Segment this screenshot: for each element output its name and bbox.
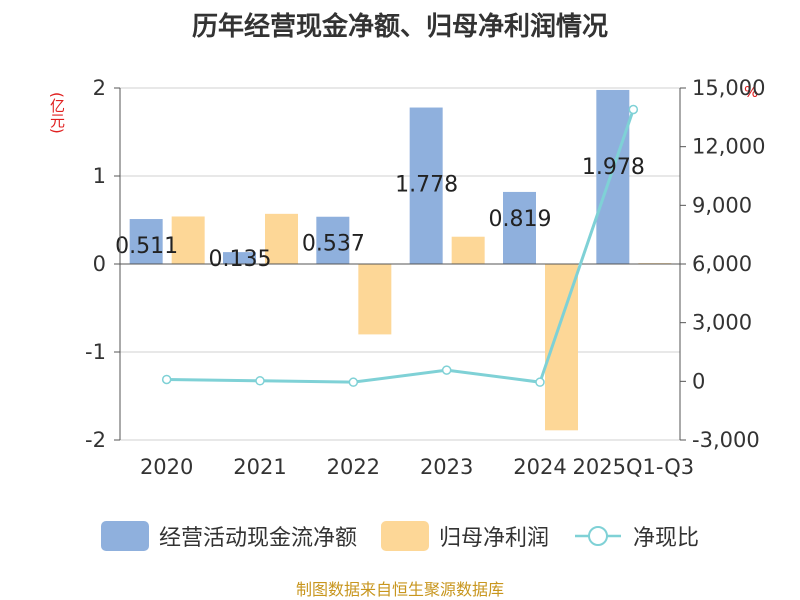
legend-item-ratio[interactable]: 净现比	[573, 520, 699, 552]
legend-swatch-profit	[380, 521, 429, 551]
data-label-cash: 0.819	[489, 207, 552, 232]
data-label-cash: 1.778	[395, 173, 458, 198]
ratio-point	[628, 104, 639, 115]
x-tick-label: 2024	[513, 455, 566, 479]
bar-cash	[503, 191, 536, 264]
right-tick-label: 6,000	[692, 252, 752, 276]
legend-item-cash[interactable]: 经营活动现金流净额	[100, 520, 357, 552]
bar-profit	[265, 213, 298, 264]
left-tick-label: -2	[85, 428, 106, 452]
legend-ratio-marker	[588, 526, 608, 546]
data-label-cash: 0.537	[302, 232, 365, 257]
right-axis-unit: %	[744, 83, 759, 101]
x-tick-label: 2025Q1-Q3	[573, 455, 695, 479]
right-tick-label: -3,000	[692, 428, 760, 452]
ratio-point	[535, 377, 545, 387]
legend-label-ratio: 净现比	[633, 526, 700, 551]
x-tick-label: 2022	[327, 455, 380, 479]
ratio-point	[161, 374, 172, 385]
legend-label-cash: 经营活动现金流净额	[158, 526, 357, 551]
bar-cash	[223, 252, 256, 264]
left-tick-label: -1	[85, 340, 106, 364]
left-axis-unit: (亿元)	[48, 92, 66, 134]
legend-label-profit: 归母净利润	[438, 526, 549, 551]
left-tick-label: 2	[93, 76, 106, 100]
x-tick-label: 2020	[140, 455, 193, 479]
data-label-cash: 0.135	[209, 247, 272, 272]
right-tick-label: 9,000	[692, 193, 752, 217]
right-tick-label: 12,000	[692, 135, 765, 159]
ratio-point	[255, 376, 265, 386]
bar-profit	[358, 264, 392, 335]
chart-title: 历年经营现金净额、归母净利润情况	[191, 12, 608, 42]
left-tick-label: 1	[93, 164, 106, 188]
legend-swatch-ratio	[575, 526, 621, 546]
right-tick-label: 3,000	[692, 311, 752, 335]
legend-swatch-cash	[100, 521, 149, 551]
bar-profit	[451, 236, 485, 264]
x-tick-label: 2023	[420, 455, 473, 479]
bar-cash	[316, 216, 350, 264]
legend-item-profit[interactable]: 归母净利润	[380, 520, 549, 552]
left-tick-label: 0	[93, 252, 106, 276]
source-note: 制图数据来自恒生聚源数据库	[295, 580, 504, 599]
right-tick-label: 0	[692, 369, 705, 393]
right-tick-label: 15,000	[692, 76, 765, 100]
ratio-point	[348, 377, 359, 387]
data-label-cash: 1.978	[582, 155, 645, 180]
ratio-point	[441, 365, 452, 375]
bar-cash	[409, 107, 443, 264]
legend: 经营活动现金流净额 归母净利润 净现比	[0, 516, 800, 556]
bar-cash	[129, 219, 163, 264]
ratio-line	[166, 109, 635, 384]
data-label-cash: 0.511	[115, 234, 178, 259]
x-tick-label: 2021	[233, 455, 286, 479]
bar-profit	[171, 216, 205, 264]
bar-cash	[596, 89, 630, 264]
